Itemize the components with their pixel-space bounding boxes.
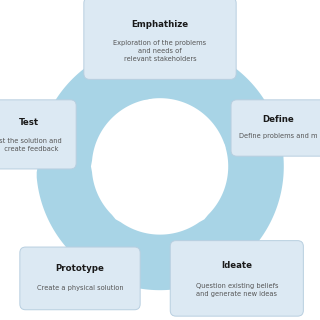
Text: Define: Define — [262, 115, 294, 124]
Text: Exploration of the problems
and needs of
relevant stakeholders: Exploration of the problems and needs of… — [113, 40, 207, 62]
Text: Prototype: Prototype — [56, 264, 104, 273]
Text: Test: Test — [19, 118, 39, 127]
Text: Question existing beliefs
and generate new ideas: Question existing beliefs and generate n… — [196, 283, 278, 297]
FancyBboxPatch shape — [20, 247, 140, 310]
Polygon shape — [235, 114, 254, 133]
Polygon shape — [124, 65, 143, 85]
FancyBboxPatch shape — [170, 241, 303, 316]
FancyBboxPatch shape — [0, 100, 76, 169]
FancyBboxPatch shape — [231, 100, 320, 156]
Polygon shape — [56, 175, 76, 193]
Text: Define problems and m: Define problems and m — [239, 133, 318, 139]
Text: est the solution and
  create feedback: est the solution and create feedback — [0, 138, 62, 152]
FancyBboxPatch shape — [84, 0, 236, 79]
Text: Emphathize: Emphathize — [132, 20, 188, 29]
Text: Ideate: Ideate — [221, 261, 252, 270]
Polygon shape — [228, 215, 248, 234]
Text: Create a physical solution: Create a physical solution — [37, 284, 123, 291]
Polygon shape — [105, 245, 125, 264]
